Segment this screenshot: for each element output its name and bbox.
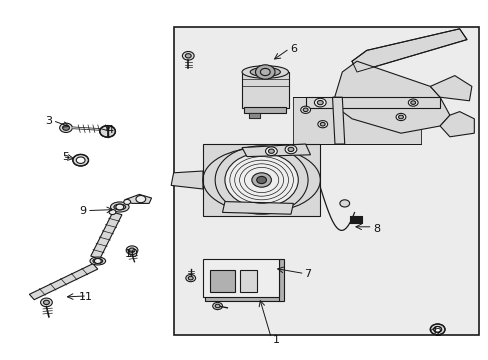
Ellipse shape [250, 68, 280, 77]
Circle shape [109, 210, 116, 215]
Bar [239, 270, 256, 292]
Circle shape [60, 123, 72, 132]
Bar [278, 259, 283, 301]
Circle shape [94, 258, 101, 264]
Circle shape [182, 51, 194, 60]
Text: 4: 4 [106, 125, 113, 135]
Text: 1: 1 [272, 335, 279, 345]
Circle shape [398, 115, 403, 119]
Text: 11: 11 [79, 292, 92, 302]
Ellipse shape [114, 204, 125, 210]
Circle shape [395, 113, 405, 121]
Circle shape [317, 121, 327, 128]
Circle shape [188, 276, 193, 280]
Circle shape [129, 248, 135, 252]
Circle shape [410, 101, 415, 104]
Circle shape [126, 246, 138, 255]
Circle shape [41, 298, 52, 307]
Polygon shape [91, 212, 122, 258]
Circle shape [300, 106, 310, 113]
Circle shape [433, 327, 441, 332]
Circle shape [123, 199, 130, 204]
Text: 3: 3 [45, 116, 52, 126]
Ellipse shape [224, 153, 298, 207]
Circle shape [43, 300, 49, 305]
Circle shape [407, 99, 417, 106]
Ellipse shape [93, 258, 102, 264]
Circle shape [255, 65, 274, 79]
Bar [203, 259, 278, 297]
Text: 6: 6 [289, 44, 296, 54]
Circle shape [256, 176, 266, 184]
Polygon shape [332, 61, 449, 133]
Polygon shape [222, 202, 293, 214]
Circle shape [287, 147, 293, 152]
Bar [173, 27, 478, 335]
Circle shape [303, 108, 307, 112]
Bar [349, 216, 361, 223]
Text: 7: 7 [304, 269, 311, 279]
Circle shape [429, 324, 444, 335]
Bar [210, 270, 234, 292]
Circle shape [285, 145, 296, 154]
Circle shape [251, 173, 271, 187]
Text: 9: 9 [80, 206, 86, 216]
Circle shape [185, 275, 195, 282]
Ellipse shape [110, 202, 129, 212]
Polygon shape [429, 76, 471, 101]
Polygon shape [305, 97, 439, 108]
Circle shape [265, 147, 277, 156]
Polygon shape [171, 171, 203, 189]
Polygon shape [439, 112, 473, 137]
Ellipse shape [215, 146, 307, 214]
Polygon shape [332, 97, 344, 144]
Ellipse shape [90, 257, 105, 265]
Polygon shape [124, 194, 151, 203]
Ellipse shape [100, 126, 115, 137]
Circle shape [268, 149, 274, 153]
Bar [349, 216, 361, 223]
Circle shape [314, 98, 325, 107]
Circle shape [317, 100, 323, 105]
Circle shape [212, 302, 222, 310]
Text: 10: 10 [125, 249, 139, 259]
Text: 5: 5 [62, 152, 69, 162]
Bar [205, 296, 281, 301]
Circle shape [260, 68, 269, 76]
Text: 8: 8 [372, 224, 379, 234]
Circle shape [73, 154, 88, 166]
Text: 2: 2 [433, 328, 440, 338]
Bar [249, 113, 260, 118]
Polygon shape [29, 264, 98, 300]
Bar [242, 72, 288, 108]
Circle shape [76, 157, 85, 163]
Circle shape [215, 304, 220, 308]
Polygon shape [293, 97, 420, 144]
Polygon shape [351, 29, 466, 72]
Circle shape [185, 54, 191, 58]
Circle shape [62, 125, 69, 130]
Circle shape [320, 122, 325, 126]
Bar [249, 113, 260, 118]
Ellipse shape [242, 66, 288, 78]
Circle shape [339, 200, 349, 207]
Polygon shape [242, 144, 310, 157]
Bar [244, 107, 285, 113]
Bar [203, 144, 320, 216]
Circle shape [116, 204, 123, 210]
Circle shape [136, 195, 145, 203]
